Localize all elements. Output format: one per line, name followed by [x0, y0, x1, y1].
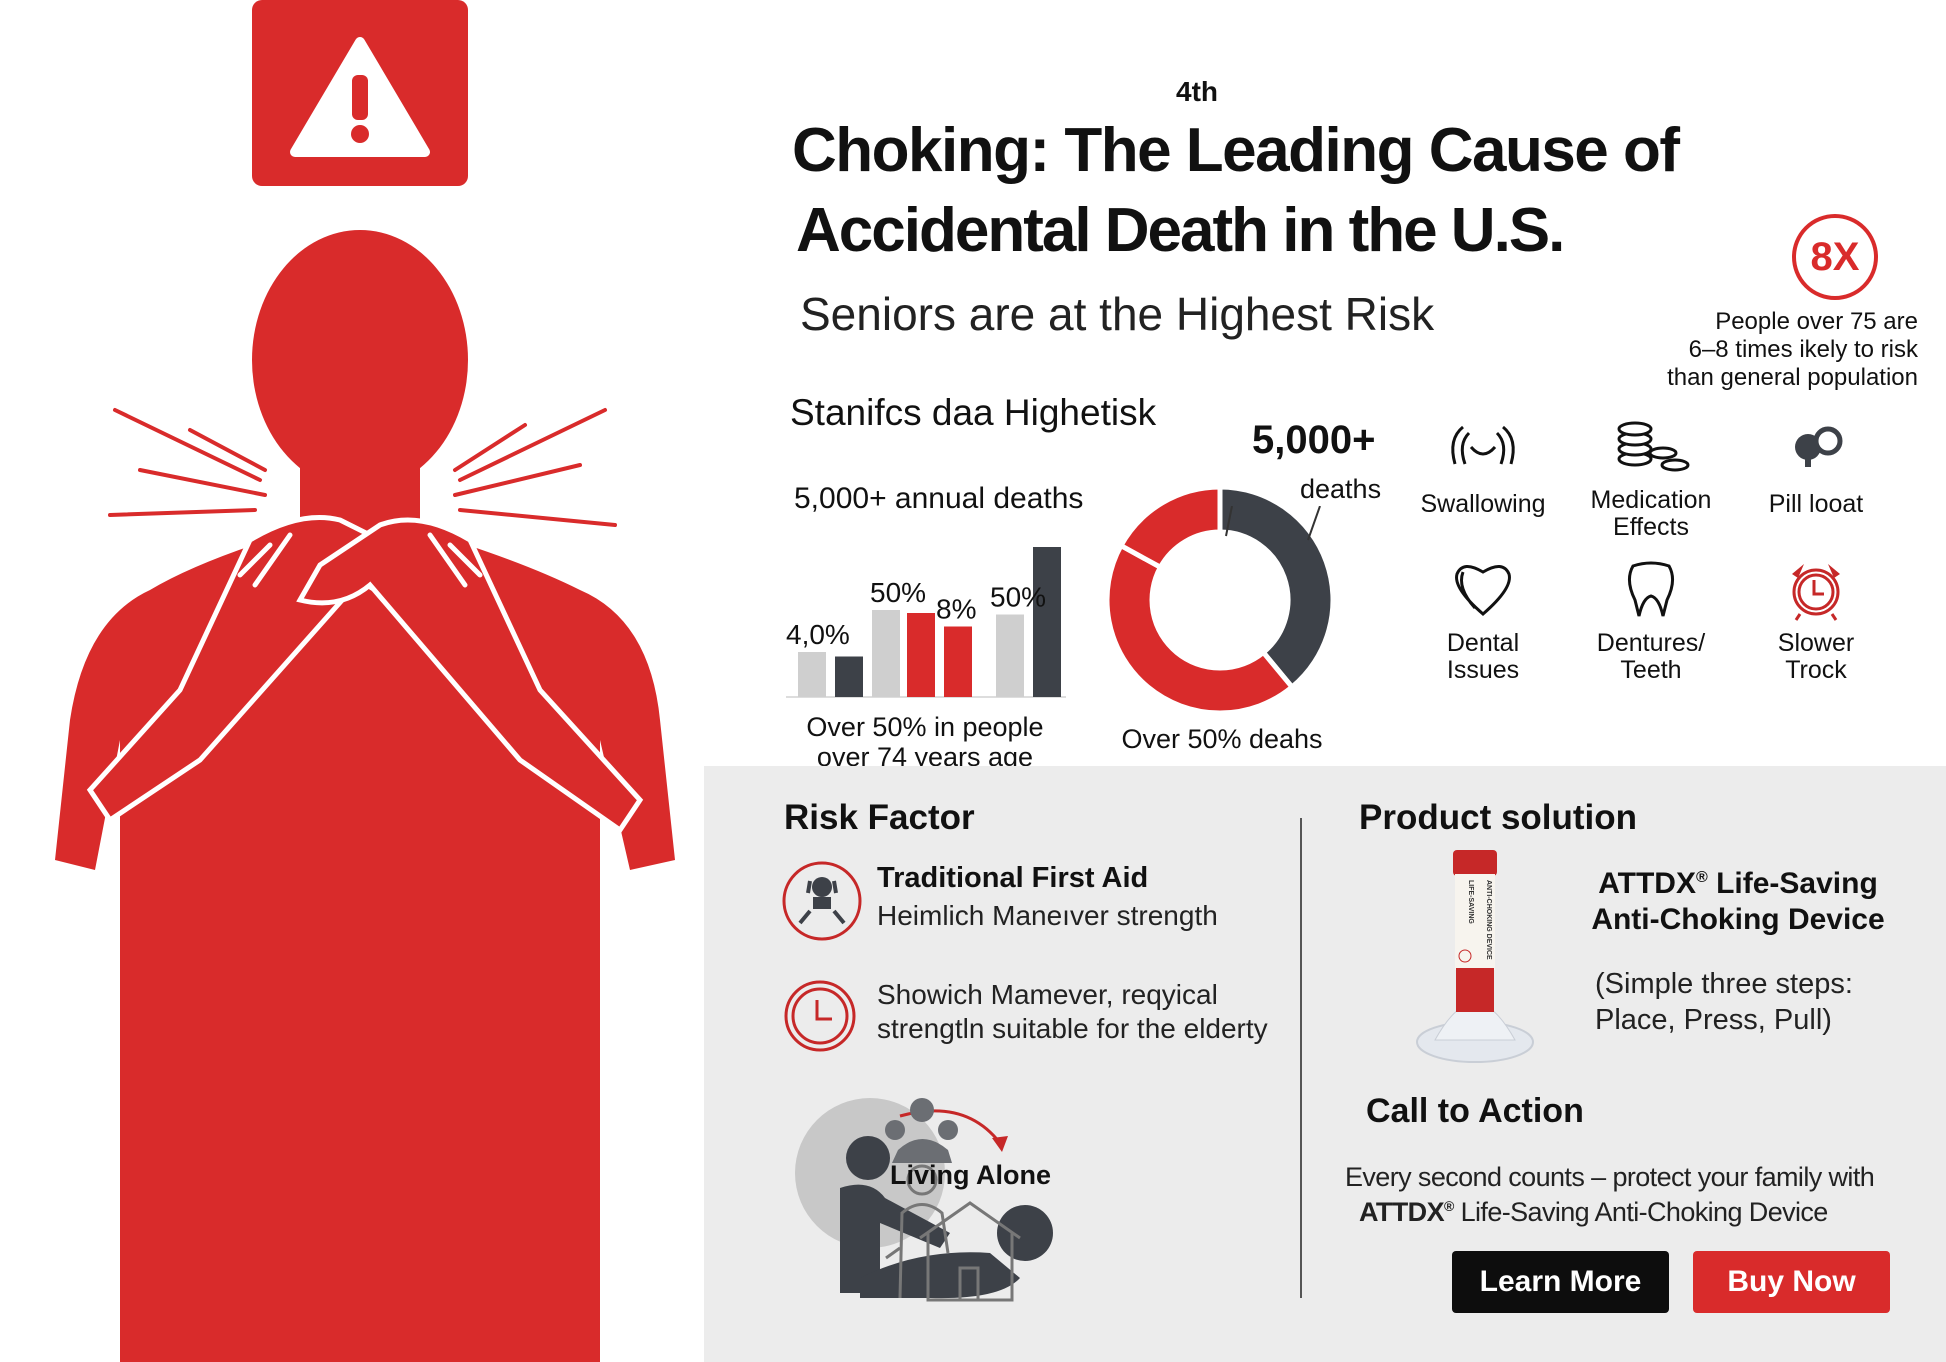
callout-leader-lines [1225, 506, 1321, 541]
bar-7 [1033, 547, 1061, 697]
warning-triangle-icon [290, 37, 430, 157]
multiplier-line1: People over 75 are [1715, 308, 1918, 335]
bar-data-label: 50% [870, 577, 926, 608]
bar-chart-title: 5,000+ annual deaths [794, 482, 1084, 515]
title-superscript: 4th [1176, 76, 1218, 107]
page-subtitle: Seniors are at the Highest Risk [800, 288, 1435, 340]
medication-icon [1617, 421, 1690, 472]
pill-icon [1795, 426, 1843, 467]
product-steps: (Simple three steps: Place, Press, Pull) [1595, 966, 1853, 1038]
clock-icon [784, 980, 856, 1052]
cta-heading: Call to Action [1366, 1092, 1584, 1130]
risk-icon-label: Pill looat [1769, 491, 1864, 518]
bar-1 [798, 652, 826, 697]
bar-3 [872, 610, 900, 697]
buy-now-button[interactable]: Buy Now [1693, 1251, 1890, 1313]
registered-mark: ® [1695, 869, 1708, 886]
steps-line1: (Simple three steps: [1595, 968, 1853, 1000]
living-alone-label: Living Alone [890, 1160, 1051, 1190]
multiplier-line3: than general population [1667, 364, 1918, 391]
first-aid-text: Heimlich Maneıver strength [877, 900, 1218, 931]
anti-choking-device-image: LIFE-SAVING ANTI-CHOKING DEVICE [1416, 850, 1534, 1063]
elderly-text-line1: Showich Mamever, reqyical [877, 979, 1218, 1010]
distress-lines [108, 408, 617, 527]
label-line1: Slower [1777, 629, 1855, 657]
heart-icon [1455, 565, 1511, 616]
donut-segment-3 [1117, 484, 1223, 571]
label-line2: Effects [1613, 513, 1689, 541]
learn-more-button[interactable]: Learn More [1452, 1251, 1669, 1313]
first-aid-icon [782, 861, 862, 941]
page-title-line1: Choking: The Leading Cause of [792, 116, 1680, 185]
cta-line1: Every second counts – protect your famil… [1345, 1162, 1875, 1192]
label-line2: Trock [1785, 656, 1847, 684]
bar-4 [907, 613, 935, 697]
cta-brand: ATTDX [1359, 1197, 1445, 1227]
product-name-line2: Anti-Choking Device [1591, 903, 1885, 936]
bar-caption-line1: Over 50% in people [806, 712, 1044, 742]
donut-callout-value: 5,000+ [1252, 418, 1376, 462]
product-brand: ATTDX [1598, 867, 1696, 900]
first-aid-title: Traditional First Aid [877, 862, 1149, 894]
bar-chart-caption: Over 50% in people over 74 years age [806, 712, 1043, 772]
product-name-line1: Life-Saving [1707, 867, 1878, 900]
device-label: LIFE-SAVING [1467, 880, 1474, 924]
alarm-clock-icon [1792, 564, 1840, 621]
living-alone-illustration [795, 1098, 1053, 1302]
risk-icon-label: Swallowing [1420, 491, 1545, 518]
cta-registered-mark: ® [1444, 1198, 1454, 1214]
device-label-2: ANTI-CHOKING DEVICE [1485, 880, 1492, 960]
tooth-icon [1628, 561, 1674, 617]
product-name: ATTDX® Life-Saving Anti-Choking Device [1591, 866, 1884, 938]
risk-icon-label: Slower Trock [1778, 630, 1854, 684]
choking-person-illustration [55, 0, 675, 1362]
product-heading: Product solution [1359, 798, 1638, 837]
bar-data-label: 8% [936, 594, 976, 625]
elderly-strength-text: Showich Mamever, reqyical strengtln suit… [877, 978, 1268, 1046]
cta-line2: Life-Saving Anti-Choking Device [1453, 1197, 1829, 1227]
risk-icon-label: Dentures/Teeth [1597, 630, 1705, 684]
elderly-text-line2: strengtln suitable for the elderty [877, 1013, 1268, 1044]
risk-icon-label: Dental Issues [1447, 630, 1519, 684]
label-line1: Swallowing [1420, 490, 1546, 518]
cta-text: Every second counts – protect your famil… [1345, 1160, 1875, 1230]
label-line2: Issues [1446, 656, 1520, 684]
risk-factor-heading: Risk Factor [784, 798, 975, 837]
donut-callout-label: deaths [1300, 474, 1382, 504]
donut-segment-2 [1104, 542, 1296, 716]
bar-data-label: 50% [990, 582, 1046, 613]
bar-6 [996, 614, 1024, 697]
bar-5 [944, 626, 972, 697]
risk-icon-label: Medication Effects [1591, 487, 1712, 541]
steps-line2: Place, Press, Pull) [1595, 1004, 1832, 1036]
swallowing-icon [1451, 425, 1515, 465]
stats-heading: Stanifcs daa Highetisk [790, 392, 1157, 433]
multiplier-text: People over 75 are 6–8 times ikely to ri… [1667, 308, 1918, 392]
label-line1: Pill looat [1768, 490, 1864, 518]
donut-segment-1 [1217, 484, 1336, 691]
donut-chart [1104, 484, 1336, 716]
crossed-hands [86, 515, 644, 834]
label-line1: Dental [1446, 629, 1520, 657]
multiplier-line2: 6–8 times ikely to risk [1688, 336, 1918, 363]
label-line1: Medication [1590, 486, 1712, 514]
bar-chart: 4,0% 50% 8% 50% [786, 547, 1066, 698]
multiplier-badge: 8X [1792, 214, 1878, 300]
bar-data-label: 4,0% [786, 619, 850, 650]
donut-caption: Over 50% deahs [1121, 724, 1323, 754]
page-title-line2: Accidental Death in the U.S. [796, 196, 1565, 265]
label-line1: Dentures/ [1596, 629, 1706, 657]
bar-2 [835, 656, 863, 697]
section-divider [1300, 818, 1302, 1298]
label-line2: Teeth [1620, 656, 1682, 684]
